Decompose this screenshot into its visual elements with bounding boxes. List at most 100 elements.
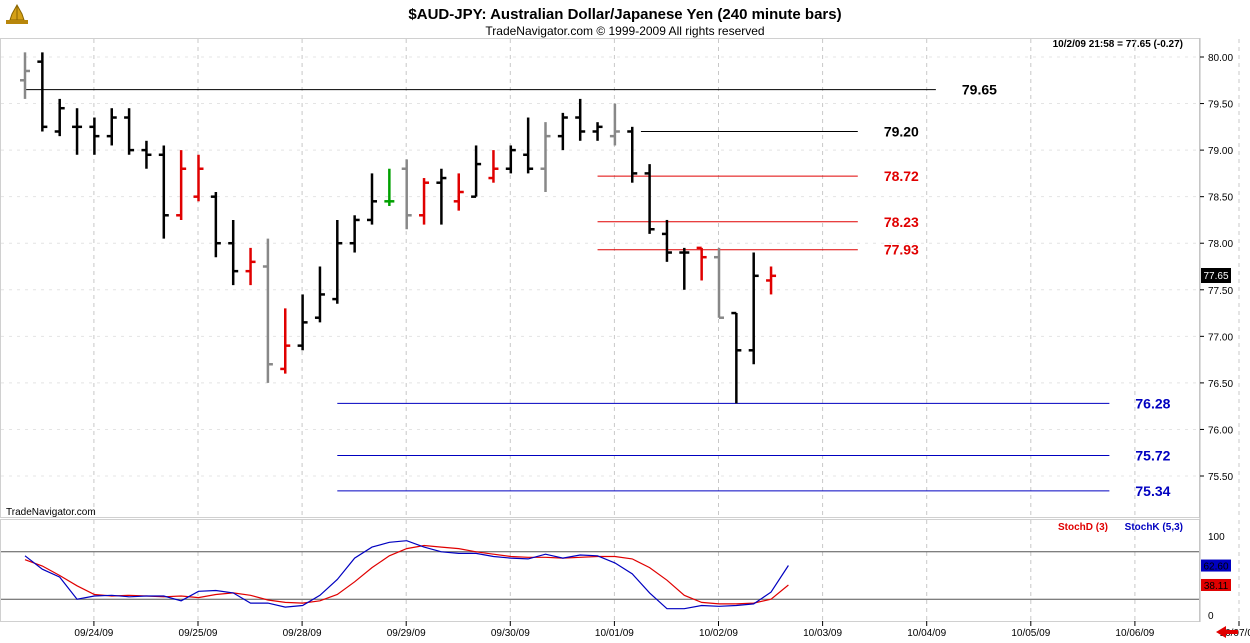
stochd-value-label: 38.11 (1204, 581, 1229, 592)
price-bars (20, 52, 777, 404)
price-bar (592, 122, 603, 141)
price-bar (714, 247, 724, 319)
price-bar (228, 219, 239, 286)
y-tick-label: 75.50 (1208, 472, 1233, 483)
price-bar (37, 52, 48, 132)
level-label: 77.93 (884, 242, 919, 258)
y-tick-label: 77.00 (1208, 332, 1233, 343)
logo-icon (6, 3, 28, 24)
price-bar (314, 266, 325, 323)
x-tick-label: 10/06/09 (1115, 628, 1154, 639)
grid-layer (1, 39, 1240, 621)
price-bar (245, 247, 256, 286)
price-bar (89, 117, 100, 155)
price-bar (280, 308, 291, 374)
stochastic-panel-frame (0, 519, 1200, 622)
price-bar (488, 150, 499, 183)
price-bar (20, 52, 30, 99)
y-tick-label: 79.00 (1208, 146, 1233, 157)
level-lines: 79.65 79.20 78.72 78.23 77.93 76.28 75.72 75.34 (25, 82, 1171, 499)
stochk-value-label: 62.60 (1203, 562, 1228, 573)
stochastic-tick-label: 0 (1208, 611, 1214, 622)
level-label: 76.28 (1135, 395, 1170, 411)
price-bar (158, 145, 169, 239)
stochd-legend: StochD (3) (1058, 522, 1108, 533)
x-tick-label: 10/04/09 (907, 628, 946, 639)
price-bar (644, 164, 655, 234)
price-bar (384, 168, 395, 206)
x-tick-label: 10/05/09 (1011, 628, 1050, 639)
x-tick-label: 09/30/09 (491, 628, 530, 639)
x-tick-label: 10/03/09 (803, 628, 842, 639)
level-label: 78.72 (884, 168, 919, 184)
stochd-value-box (1201, 578, 1231, 591)
price-bar (661, 219, 672, 262)
price-panel-frame (0, 38, 1200, 518)
x-tick-label: 09/25/09 (179, 628, 218, 639)
stochastic-axis: 100 0 62.60 38.11 (1201, 532, 1231, 622)
x-tick-label: 09/29/09 (387, 628, 426, 639)
chart-title: $AUD-JPY: Australian Dollar/Japanese Yen… (408, 6, 841, 23)
price-bar (523, 117, 534, 174)
price-bar (297, 294, 308, 351)
price-bar (367, 173, 377, 225)
price-bar (540, 122, 551, 193)
level-label: 75.34 (1135, 483, 1170, 499)
stochk-line (24, 540, 789, 610)
stochk-legend: StochK (5,3) (1125, 522, 1183, 533)
stochastic-lines (1, 540, 1199, 610)
y-tick-label: 78.00 (1208, 239, 1233, 250)
level-label: 78.23 (884, 214, 919, 230)
price-bar (627, 126, 638, 183)
price-bar (349, 215, 360, 253)
price-bar (193, 154, 204, 202)
x-tick-label: 10/01/09 (595, 628, 634, 639)
y-tick-label: 80.00 (1208, 53, 1233, 64)
last-price-box (1201, 268, 1231, 283)
price-bar (419, 178, 430, 225)
price-bar (141, 140, 152, 169)
price-bar (453, 173, 464, 211)
price-bar (766, 266, 777, 295)
price-bar (176, 150, 187, 220)
price-bar (72, 108, 83, 155)
price-bar (471, 145, 482, 198)
price-bar (557, 112, 568, 151)
price-bar (124, 108, 135, 155)
level-label: 79.65 (962, 82, 997, 98)
y-tick-label: 76.00 (1208, 425, 1233, 436)
chart-subtitle: TradeNavigator.com © 1999-2009 All right… (485, 24, 764, 38)
price-bar (748, 252, 759, 365)
price-bar (54, 98, 65, 137)
price-bar (731, 311, 742, 404)
price-bar (696, 246, 707, 281)
y-tick-label: 78.50 (1208, 193, 1233, 204)
level-label: 79.20 (884, 123, 919, 139)
watermark-label: TradeNavigator.com (6, 507, 96, 518)
x-tick-label: 10/02/09 (699, 628, 738, 639)
stochk-value-box (1201, 559, 1231, 572)
last-quote-label: 10/2/09 21:58 = 77.65 (-0.27) (1053, 39, 1183, 50)
price-bar (609, 103, 620, 146)
x-tick-label: 09/28/09 (283, 628, 322, 639)
x-tick-label: 09/24/09 (74, 628, 113, 639)
price-bar (679, 247, 690, 290)
y-tick-label: 76.50 (1208, 379, 1233, 390)
price-bar (332, 219, 343, 304)
stochastic-tick-label: 100 (1208, 532, 1225, 543)
price-bar (436, 168, 447, 225)
price-bar (262, 238, 273, 383)
date-axis: 09/24/09 09/25/09 09/28/09 09/29/09 09/30/09… (74, 621, 1250, 639)
y-tick-label: 77.50 (1208, 286, 1233, 297)
price-bar (106, 108, 117, 146)
price-bar (575, 98, 586, 141)
level-label: 75.72 (1135, 448, 1170, 464)
price-bar (505, 145, 516, 174)
price-bar (210, 192, 221, 258)
price-bar (401, 159, 412, 230)
scroll-right-arrow-icon[interactable] (1216, 626, 1238, 638)
last-price-label: 77.65 (1203, 271, 1228, 282)
price-axis: 80.00 79.50 79.00 78.50 78.00 77.50 77.00 76.50… (1200, 53, 1233, 483)
y-tick-label: 79.50 (1208, 100, 1233, 111)
